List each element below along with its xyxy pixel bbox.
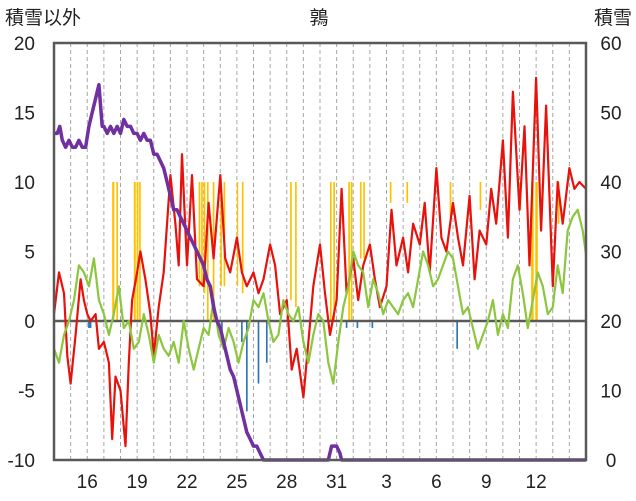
precip-bar [557,182,560,224]
right-tick-label: 40 [600,173,621,194]
precip-bar [535,182,538,321]
precip-bar [348,182,350,321]
precip-bar [112,182,115,321]
plot-frame [52,41,588,462]
tmax-line [52,76,587,448]
right-axis-label: 積雪 [594,7,632,29]
precip-bar [389,182,392,203]
snow_change-bar [345,321,348,328]
precip-bar [363,182,365,259]
precip-bar [350,182,353,321]
precip-bar [479,182,482,210]
snow_change-bar [241,321,243,342]
snow_change-bar [246,321,248,412]
precip-bar [406,182,409,203]
chart-title: 鶉 [309,7,328,29]
snow_change-bar [456,321,458,349]
right-tick-label: 10 [600,382,621,403]
left-tick-label: 15 [14,104,35,125]
right-tick-label: 0 [606,451,617,472]
x-tick-label: 9 [481,472,492,493]
precip-bar [531,182,534,321]
right-tick-label: 60 [600,34,621,55]
precip-bar [449,182,452,217]
precip-bar [329,182,332,321]
left-tick-label: -5 [18,382,35,403]
precip-bar [198,182,201,287]
precip-bar [241,182,244,294]
precip-bar [201,182,203,287]
left-tick-label: -10 [8,451,35,472]
x-tick-label: 3 [381,472,392,493]
snow_change-bar [371,321,374,328]
snow_change-bar [356,321,359,328]
snow_change-bar [257,321,260,384]
left-tick-label: 10 [14,173,35,194]
left-tick-label: 0 [24,312,35,333]
x-tick-label: 16 [77,472,98,493]
precip-bar [133,182,136,321]
precip-bar [295,182,297,308]
precip-bar [220,182,222,287]
left-tick-label: 5 [24,243,35,264]
snow_change-bar [265,321,268,363]
snow_change-bar [88,321,92,328]
x-tick-label: 28 [276,472,297,493]
x-tick-label: 12 [526,472,547,493]
precip-bar [136,182,139,321]
left-tick-label: 20 [14,34,35,55]
x-tick-label: 19 [127,472,148,493]
x-tick-label: 31 [326,472,347,493]
precip-bar [333,182,335,321]
precip-bar [203,182,206,294]
x-tick-label: 25 [226,472,247,493]
tmin-line [52,208,588,385]
right-tick-label: 50 [600,104,621,125]
axes [52,41,588,462]
precip-bar [359,182,362,259]
precip-bar [290,182,292,301]
precip-bar [116,182,119,321]
left-axis-label: 積雪以外 [5,7,81,29]
x-tick-label: 22 [176,472,197,493]
right-tick-label: 20 [600,312,621,333]
precip-bar [236,182,239,287]
precip-bar [206,182,209,321]
right-tick-label: 30 [600,243,621,264]
x-tick-label: 6 [431,472,442,493]
